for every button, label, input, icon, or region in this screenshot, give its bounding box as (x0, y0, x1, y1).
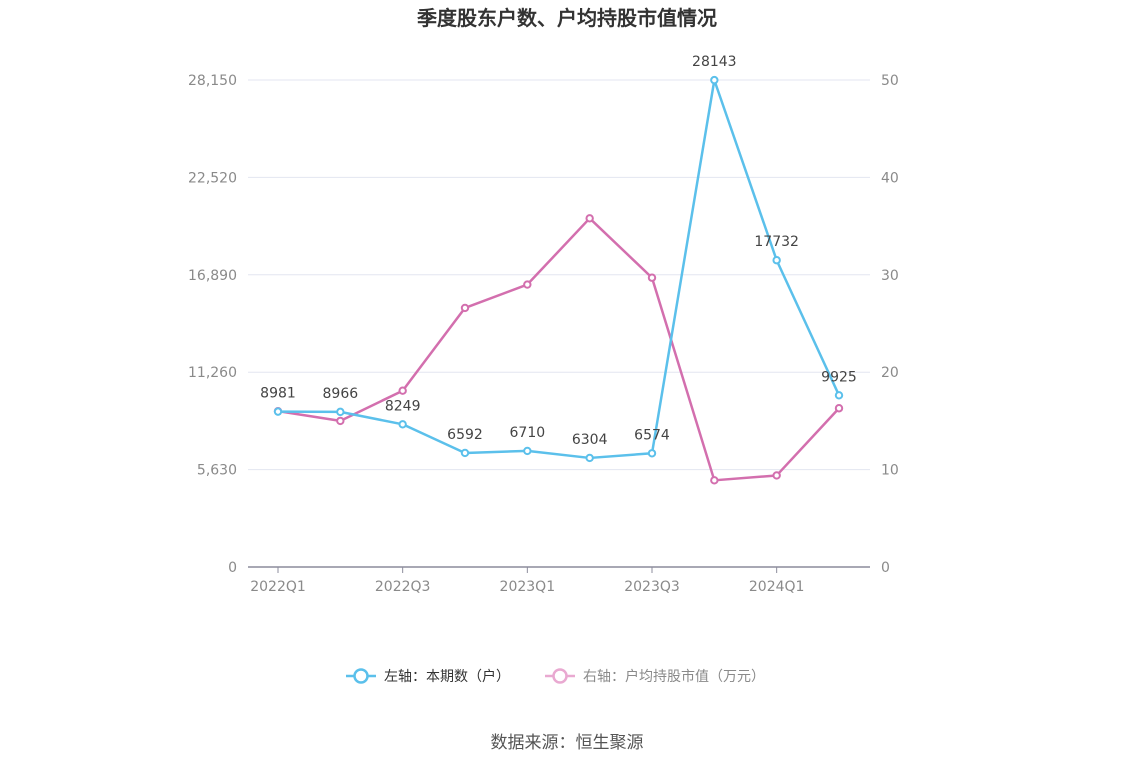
data-point[interactable] (273, 407, 283, 416)
data-point[interactable] (398, 386, 407, 395)
left-axis: 0 5,630 11,260 16,890 22,520 28,150 (188, 73, 237, 576)
x-tick-label: 2024Q1 (749, 579, 805, 595)
grid-lines (248, 79, 870, 471)
right-axis: 0 10 20 30 40 50 (881, 73, 899, 576)
left-tick-label: 22,520 (188, 170, 237, 186)
right-tick-label: 50 (881, 73, 899, 89)
right-tick-label: 30 (881, 268, 899, 284)
series-avg-holding-value (273, 214, 844, 485)
data-label: 9925 (821, 369, 857, 385)
data-point[interactable] (460, 448, 470, 458)
legend-marker (353, 668, 369, 684)
right-tick-label: 40 (881, 170, 899, 186)
data-labels: 8981 8966 8249 6592 6710 6304 6574 28143 17732 99… (260, 54, 857, 448)
right-tick-label: 10 (881, 463, 899, 479)
data-point[interactable] (710, 476, 719, 485)
x-axis: 2022Q1 2022Q3 2023Q1 2023Q3 2024Q1 (248, 566, 870, 595)
legend[interactable]: 左轴：本期数（户） 右轴：户均持股市值（万元） (346, 668, 765, 685)
data-point[interactable] (523, 280, 532, 289)
data-label: 17732 (754, 234, 799, 250)
data-point[interactable] (647, 449, 657, 458)
data-point[interactable] (336, 407, 345, 417)
data-label: 8249 (385, 398, 421, 414)
data-point[interactable] (585, 453, 594, 463)
data-label: 28143 (692, 54, 737, 70)
legend-item-avg-holding-value[interactable]: 右轴：户均持股市值（万元） (545, 668, 765, 685)
left-tick-label: 5,630 (197, 463, 237, 479)
data-source: 数据来源：恒生聚源 (491, 733, 644, 753)
left-tick-label: 28,150 (188, 73, 237, 89)
data-point[interactable] (460, 303, 470, 313)
data-point[interactable] (772, 471, 781, 480)
x-tick-label: 2023Q1 (500, 579, 556, 595)
right-tick-label: 20 (881, 365, 899, 381)
series-layer: 8981 8966 8249 6592 6710 6304 6574 28143 17732 99… (260, 54, 857, 485)
data-point[interactable] (647, 273, 657, 282)
legend-marker (552, 668, 568, 684)
data-label: 8966 (323, 386, 359, 402)
series-line (277, 217, 840, 482)
data-label: 6304 (572, 432, 608, 448)
data-label: 6592 (447, 427, 483, 443)
left-tick-label: 16,890 (188, 268, 237, 284)
data-point[interactable] (834, 404, 844, 413)
legend-item-shareholder-count[interactable]: 左轴：本期数（户） (346, 668, 510, 685)
data-label: 6710 (510, 425, 546, 441)
data-label: 8981 (260, 386, 296, 402)
x-tick-label: 2022Q3 (375, 579, 431, 595)
data-label: 6574 (634, 427, 670, 443)
x-tick-label: 2022Q1 (250, 579, 306, 595)
data-point[interactable] (398, 420, 407, 429)
series-line (277, 78, 841, 460)
data-point[interactable] (336, 416, 345, 426)
data-point[interactable] (710, 75, 719, 85)
data-point[interactable] (585, 214, 594, 223)
data-point[interactable] (523, 446, 532, 456)
legend-label: 左轴：本期数（户） (384, 668, 510, 685)
right-tick-label: 0 (881, 560, 890, 576)
data-point[interactable] (834, 391, 844, 400)
data-point[interactable] (772, 256, 781, 265)
chart-title: 季度股东户数、户均持股市值情况 (416, 6, 717, 30)
left-tick-label: 0 (228, 560, 237, 576)
legend-label: 右轴：户均持股市值（万元） (583, 668, 765, 685)
x-tick-label: 2023Q3 (624, 579, 680, 595)
left-tick-label: 11,260 (188, 365, 237, 381)
series-shareholder-count (273, 75, 844, 463)
